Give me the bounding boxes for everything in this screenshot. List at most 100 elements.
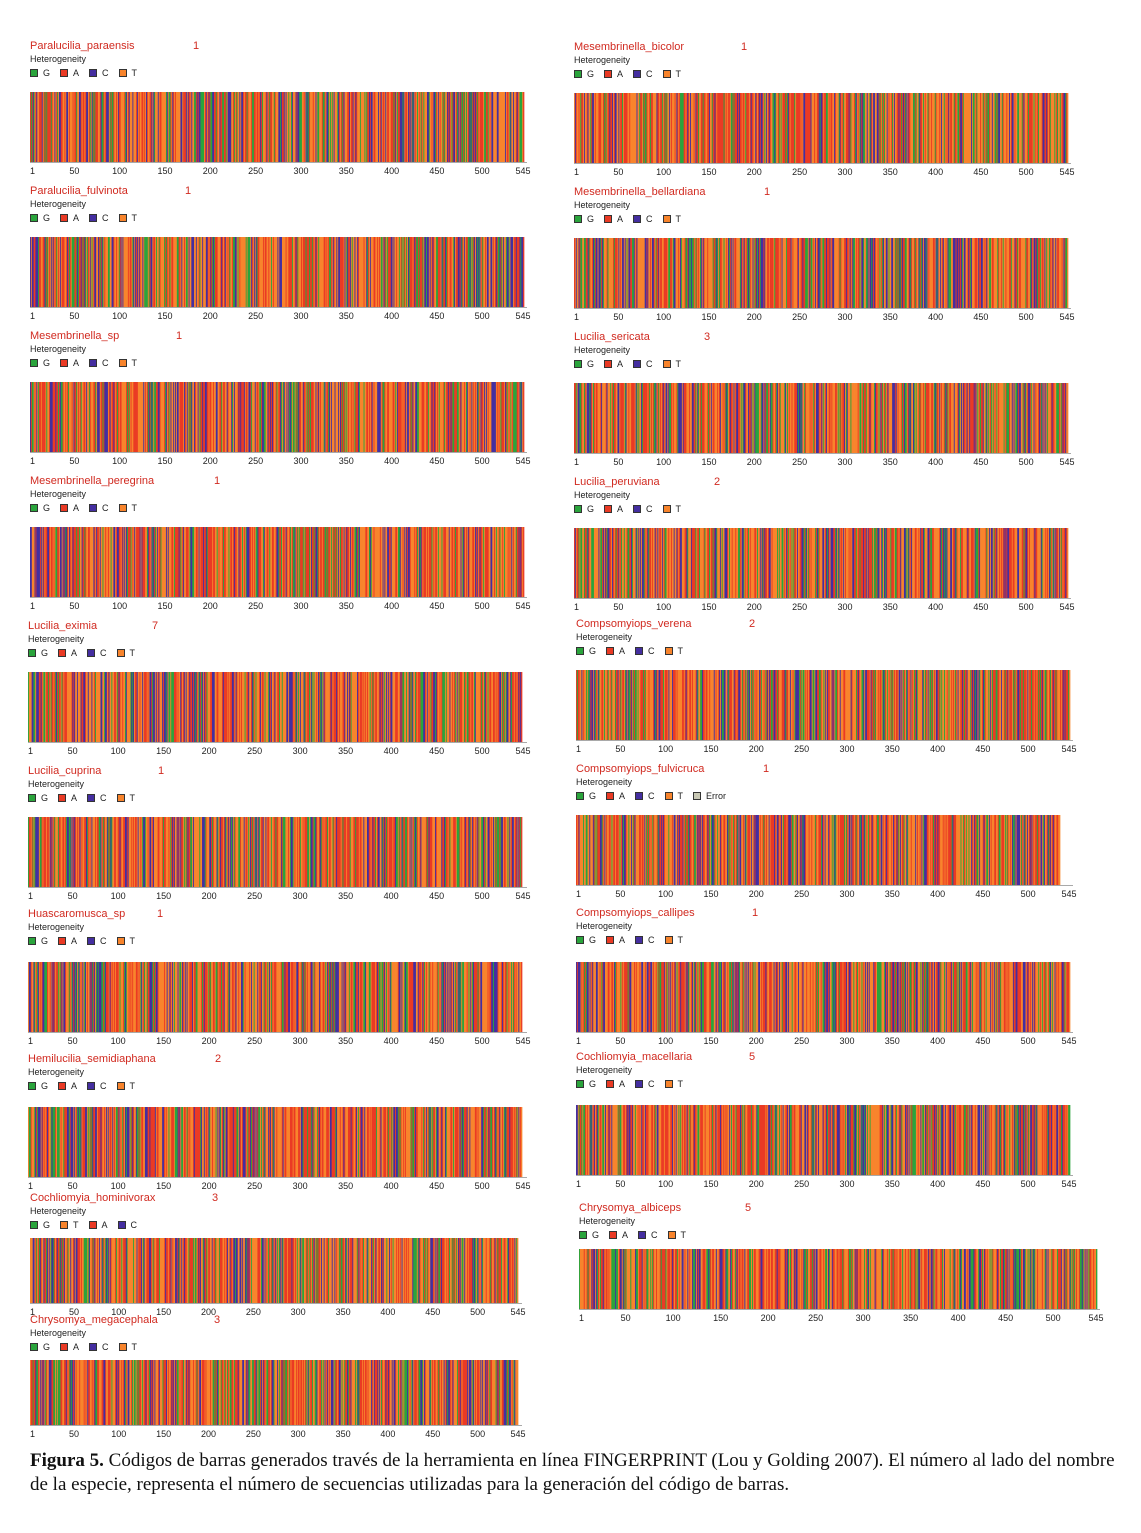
barcode-stripe [89,1238,92,1303]
barcode-stripe [201,1238,203,1303]
barcode-stripe [233,92,236,162]
barcode-stripe [281,382,283,452]
barcode-stripe [94,92,96,162]
barcode-stripe [510,817,512,887]
barcode-stripe [268,962,270,1032]
barcode-stripe [369,527,372,597]
barcode-stripe [172,92,174,162]
barcode-stripe [391,817,393,887]
barcode-stripe [349,92,352,162]
barcode-stripe [205,817,207,887]
barcode-stripe [452,1107,454,1177]
barcode-stripe [438,962,440,1032]
barcode-stripe [414,527,416,597]
barcode-stripe [376,962,378,1032]
barcode-stripe [304,1107,306,1177]
barcode-stripe [346,1238,349,1303]
barcode-stripe [66,527,68,597]
barcode-stripe [232,527,234,597]
barcode-stripe [222,962,225,1032]
barcode-stripe [32,1238,34,1303]
barcode-stripe [475,237,477,307]
barcode-stripe [93,1107,95,1177]
barcode-stripe [391,237,393,307]
barcode-stripe [478,237,480,307]
barcode-stripe [162,237,164,307]
legend-label: G [43,212,51,223]
barcode-stripe [403,382,405,452]
barcode-stripe [455,237,457,307]
barcode-stripe [411,962,413,1032]
barcode-stripe [76,92,78,162]
barcode-stripe [425,962,428,1032]
barcode-stripe [195,382,198,452]
barcode-stripe [397,527,399,597]
barcode-stripe [449,237,451,307]
barcode-stripe [229,817,231,887]
barcode-stripe [118,817,120,887]
barcode-stripe [435,817,438,887]
barcode-stripe [190,1238,192,1303]
barcode-stripe [309,1238,311,1303]
barcode-bar: 1 50 100 150 200 250 300 350 400 450 500 545 [28,672,531,756]
barcode-stripe [334,237,336,307]
barcode-stripe [73,1238,76,1303]
barcode-stripe [244,962,246,1032]
barcode-stripe [491,672,493,742]
barcode-stripe [475,92,478,162]
barcode-stripe [209,672,211,742]
barcode-stripe [474,672,477,742]
barcode-stripe [202,817,204,887]
legend-item: G [30,68,50,78]
barcode-stripe [448,237,451,307]
barcode-stripe [123,1238,125,1303]
barcode-stripe [62,382,64,452]
barcode-stripe [192,672,194,742]
barcode-stripe [402,672,404,742]
barcode-stripe [281,527,283,597]
barcode-stripe [441,527,443,597]
barcode-stripe [140,1238,142,1303]
barcode-stripe [501,817,503,887]
barcode-stripe [297,1238,299,1303]
barcode-stripe [185,1107,187,1177]
barcode-stripe [243,382,245,452]
barcode-stripe [308,92,310,162]
barcode-stripe [91,1238,94,1303]
barcode-stripe [384,237,386,307]
barcode-stripe [370,527,373,597]
barcode-stripe [397,92,399,162]
barcode-stripe [131,672,133,742]
barcode-stripe [299,962,302,1032]
barcode-stripe [308,1238,310,1303]
barcode-stripe [382,672,384,742]
barcode-stripe [386,92,388,162]
barcode-stripe [306,382,308,452]
barcode-stripe [293,92,296,162]
barcode-stripe [122,527,124,597]
barcode-stripe [454,527,456,597]
barcode-stripe [196,1107,198,1177]
barcode-stripe [238,962,240,1032]
barcode-stripe [425,672,427,742]
barcode-stripe [163,1107,165,1177]
barcode-stripe [39,527,41,597]
barcode-stripe [153,92,155,162]
barcode-stripe [70,1107,72,1177]
barcode-stripe [516,962,518,1032]
barcode-stripe [281,237,283,307]
barcode-stripe [158,1107,160,1177]
barcode-stripe [172,1238,174,1303]
barcode-stripe [169,527,171,597]
barcode-stripe [304,962,306,1032]
barcode-stripe [238,527,240,597]
barcode-stripe [136,672,139,742]
barcode-stripe [359,962,362,1032]
barcode-stripe [36,817,38,887]
barcode-stripe [90,672,92,742]
barcode-stripe [282,527,285,597]
barcode-stripe [502,1107,505,1177]
barcode-stripe [330,237,332,307]
barcode-stripe [128,962,130,1032]
barcode-stripe [31,92,34,162]
